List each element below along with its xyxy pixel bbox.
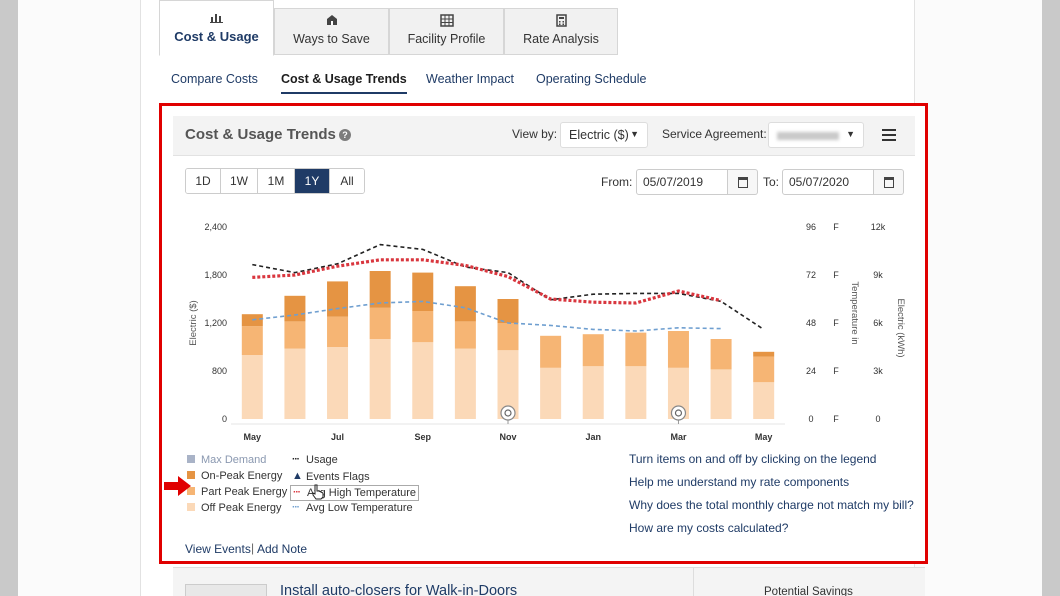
tab-label: Facility Profile [407,32,486,46]
range-1y-button[interactable]: 1Y [295,169,330,193]
house-icon [275,14,388,32]
dashed-line-icon: ··· [292,454,300,465]
legend-swatch [187,503,195,511]
dashed-line-icon: ··· [293,487,301,498]
range-1m-button[interactable]: 1M [258,169,295,193]
to-date-input[interactable] [782,169,874,195]
footer-separator: | [251,541,255,555]
to-calendar-button[interactable] [874,169,904,195]
legend-label: Avg Low Temperature [306,502,413,514]
warning-triangle-icon: ▲ [292,470,303,482]
help-link-cost-calculation[interactable]: How are my costs calculated? [629,521,789,535]
from-date-input[interactable] [636,169,728,195]
recommendation-thumbnail [185,584,267,596]
calendar-icon [884,177,894,188]
card-title: Cost & Usage Trends [185,126,336,143]
legend-events-flags[interactable]: ▲ Events Flags [292,470,370,483]
from-calendar-button[interactable] [728,169,758,195]
tab-ways-to-save[interactable]: Ways to Save [274,8,389,55]
dashed-line-icon: ··· [292,502,300,513]
redacted-value [777,132,839,140]
calculator-icon [505,14,617,32]
potential-savings-label: Potential Savings [764,586,853,596]
tab-label: Ways to Save [293,32,370,46]
legend-label: Events Flags [306,471,370,483]
recommendation-title[interactable]: Install auto-closers for Walk-in-Doors [280,583,518,596]
chevron-down-icon: ▼ [846,129,855,139]
highlight-outline [159,103,928,564]
view-by-value: Electric ($) [569,128,629,142]
help-icon[interactable]: ? [339,129,351,141]
tab-label: Cost & Usage [174,29,259,44]
legend-swatch [187,455,195,463]
range-selector: 1D 1W 1M 1Y All [185,168,365,194]
legend-off-peak[interactable]: Off Peak Energy [187,502,282,514]
tab-label: Rate Analysis [523,32,599,46]
divider [693,568,694,596]
view-by-label: View by: [512,127,558,141]
legend-label: Usage [306,454,338,466]
legend-usage[interactable]: ··· Usage [292,454,338,466]
legend-on-peak[interactable]: On-Peak Energy [187,470,282,482]
calendar-icon [738,177,748,188]
legend-label: On-Peak Energy [201,470,283,482]
building-icon [390,14,503,32]
range-1d-button[interactable]: 1D [186,169,221,193]
help-link-rate-components[interactable]: Help me understand my rate components [629,475,850,489]
subtab-compare-costs[interactable]: Compare Costs [171,72,258,86]
legend-part-peak[interactable]: Part Peak Energy [187,486,287,498]
bar-chart-icon [160,11,273,29]
help-link-monthly-charge[interactable]: Why does the total monthly charge not ma… [629,498,914,512]
help-link-legend[interactable]: Turn items on and off by clicking on the… [629,452,877,466]
subtab-operating-schedule[interactable]: Operating Schedule [536,72,647,86]
legend-swatch [187,471,195,479]
legend-avg-high-temp[interactable]: ··· Avg High Temperature [290,485,420,501]
card-header: Cost & Usage Trends ? View by: Electric … [173,116,915,156]
recommendation-card: Install auto-closers for Walk-in-Doors P… [173,567,925,596]
legend-label: Off Peak Energy [201,502,282,514]
service-agreement-dropdown[interactable]: ▼ [768,122,864,148]
red-arrow-icon [164,476,191,496]
to-label: To: [763,175,780,189]
view-events-link[interactable]: View Events [185,542,251,556]
hamburger-icon[interactable] [882,129,896,141]
legend-label: Part Peak Energy [201,486,288,498]
tab-rate-analysis[interactable]: Rate Analysis [504,8,618,55]
legend-label: Max Demand [201,454,267,466]
from-label: From: [601,175,633,189]
legend-swatch [187,487,195,495]
subtab-weather-impact[interactable]: Weather Impact [426,72,515,86]
range-all-button[interactable]: All [330,169,364,193]
tab-cost-usage[interactable]: Cost & Usage [159,0,274,56]
range-1w-button[interactable]: 1W [221,169,258,193]
legend-avg-low-temp[interactable]: ··· Avg Low Temperature [292,502,413,514]
add-note-link[interactable]: Add Note [257,542,308,556]
legend-max-demand[interactable]: Max Demand [187,454,266,466]
subtab-cost-usage-trends[interactable]: Cost & Usage Trends [281,72,407,94]
service-agreement-label: Service Agreement: [662,127,767,141]
chevron-down-icon: ▼ [630,129,639,139]
tab-facility-profile[interactable]: Facility Profile [389,8,504,55]
legend-label: Avg High Temperature [307,487,417,499]
view-by-dropdown[interactable]: Electric ($) ▼ [560,122,648,148]
hand-cursor-icon [312,484,324,500]
